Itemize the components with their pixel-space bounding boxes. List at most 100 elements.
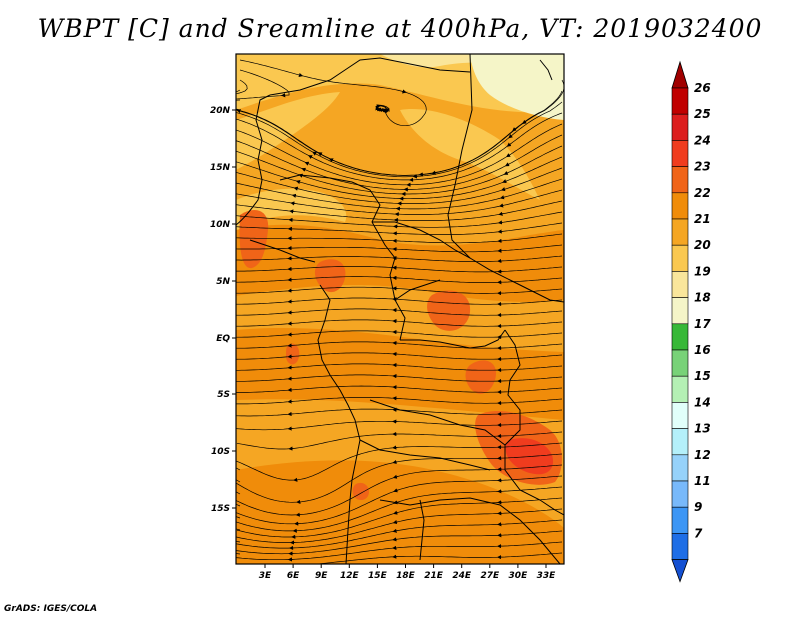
streamline-arrow (498, 211, 504, 216)
colorbar-label: 22 (694, 186, 711, 200)
colorbar-swatch (671, 349, 689, 377)
colorbar-swatch (671, 218, 689, 246)
lon-label: 27E (480, 571, 500, 581)
colorbar-swatch (671, 297, 689, 325)
colorbar-swatch (671, 271, 689, 298)
map-frame (235, 53, 565, 565)
streamline (236, 145, 563, 195)
colorbar-swatch (671, 533, 689, 560)
lon-axis: 3E 6E 9E 12E 15E 18E 21E 24E 27E 30E 33E (259, 564, 556, 581)
lon-label: 21E (424, 571, 444, 581)
streamline (312, 552, 563, 564)
colorbar-label: 21 (694, 212, 711, 226)
lon-label: 30E (509, 571, 529, 581)
colorbar-label: 19 (694, 264, 711, 278)
colorbar-label: 23 (694, 160, 711, 174)
streamline (236, 528, 241, 531)
colorbar-swatch (671, 402, 689, 429)
streamline-arrow (298, 72, 304, 77)
streamline-arrow (236, 109, 242, 114)
streamline (236, 467, 241, 471)
grads-credit: GrADS: IGES/COLA (4, 604, 98, 614)
colorbar-swatch (671, 454, 689, 482)
colorbar-swatch (671, 140, 689, 167)
streamline-arrow (375, 105, 380, 111)
lon-label: 9E (315, 571, 328, 581)
lon-label: 15E (368, 571, 388, 581)
colorbar-top-arrow (671, 60, 689, 89)
streamline-arrow (499, 195, 505, 200)
lon-label: 33E (537, 571, 557, 581)
streamline-arrow (304, 161, 310, 166)
streamline (236, 479, 241, 483)
lat-label: 5N (216, 277, 230, 287)
colorbar-swatch (671, 506, 689, 534)
colorbar-swatch (671, 323, 689, 351)
streamline-arrow (392, 519, 398, 525)
colorbar-label: 17 (694, 317, 711, 331)
colorbar-label: 20 (694, 238, 711, 252)
streamline-arrow (508, 134, 513, 139)
lon-label: 3E (259, 571, 272, 581)
colorbar-swatch (671, 428, 689, 456)
colorbar-label: 14 (694, 395, 711, 409)
colorbar-bottom-arrow (671, 559, 689, 583)
streamline-arrow (500, 187, 506, 192)
lon-label: 6E (287, 571, 300, 581)
streamline-arrow (393, 510, 399, 515)
streamline-arrow (317, 152, 323, 157)
colorbar-swatch (671, 166, 689, 194)
colorbar-swatch (671, 87, 689, 115)
streamline-arrow (506, 142, 512, 147)
colorbar-label: 25 (694, 107, 711, 121)
streamline (236, 79, 248, 95)
colorbar-label: 11 (694, 474, 711, 488)
colorbar-label: 12 (694, 448, 711, 462)
streamline-arrow (392, 459, 398, 465)
lat-label: 10N (210, 220, 231, 230)
lon-label: 18E (396, 571, 416, 581)
colorbar-swatch (671, 192, 689, 220)
streamline (236, 503, 241, 507)
streamline (236, 491, 241, 495)
lat-label: 20N (210, 106, 231, 116)
lat-label: 10S (211, 447, 230, 457)
colorbar-swatch (671, 244, 689, 272)
lon-label: 24E (452, 571, 472, 581)
colorbar-swatch (671, 375, 689, 403)
streamline (236, 134, 563, 190)
streamline (236, 108, 241, 111)
colorbar-swatch (671, 480, 689, 508)
streamline (236, 553, 241, 555)
streamline-arrow (498, 203, 505, 208)
lat-label: 15S (211, 504, 230, 514)
streamline-arrow (393, 488, 399, 493)
streamline-arrow (291, 193, 297, 198)
streamline-arrow (504, 162, 510, 167)
streamline-arrow (401, 89, 407, 94)
streamline-arrow (512, 127, 517, 132)
streamline-arrow (298, 173, 304, 178)
map-title: WBPT [C] and Sreamline at 400hPa, VT: 20… (37, 14, 763, 43)
colorbar-label: 16 (694, 343, 711, 357)
colorbar: 26 25 24 23 22 21 20 19 18 17 16 15 14 13 12 11 9 7 (671, 60, 711, 583)
lat-label: 5S (217, 390, 230, 400)
streamline-arrow (506, 153, 511, 158)
colorbar-label: 9 (694, 500, 702, 514)
streamline-arrow (392, 474, 398, 479)
colorbar-label: 24 (694, 133, 711, 147)
streamline-arrow (301, 167, 307, 172)
streamline-arrow (392, 528, 398, 533)
lat-axis: 20N 15N 10N 5N EQ 5S 10S 15S (210, 106, 236, 514)
streamline-arrow (503, 170, 509, 175)
streamline (239, 59, 427, 127)
streamline (236, 69, 290, 100)
streamline (236, 516, 241, 519)
streamline (236, 123, 563, 186)
streamlines (236, 59, 564, 564)
colorbar-swatch (671, 113, 689, 141)
streamline-arrow (293, 186, 299, 191)
streamline-arrow (393, 500, 399, 505)
colorbar-label: 13 (694, 422, 711, 436)
